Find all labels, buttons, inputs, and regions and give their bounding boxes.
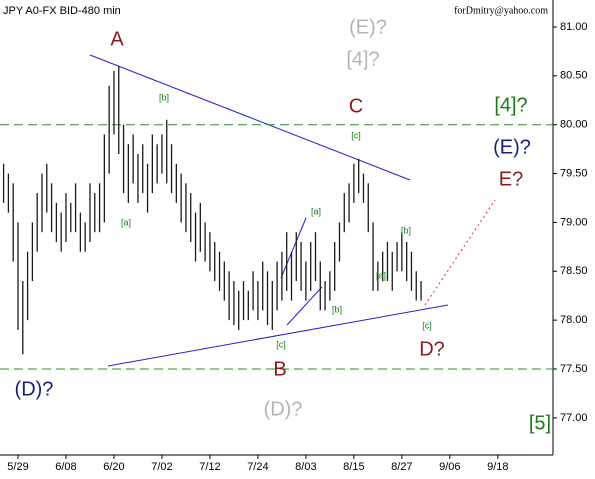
x-tick-label: 9/18 <box>487 461 508 473</box>
chart-title: JPY A0-FX BID-480 min <box>3 5 121 17</box>
x-tick-label: 5/29 <box>7 461 28 473</box>
wave-label: D? <box>419 338 445 360</box>
x-tick-label: 7/12 <box>199 461 220 473</box>
y-tick-label: 79.00 <box>560 216 588 228</box>
wave-label: C <box>349 95 363 117</box>
wave-label: [b] <box>332 304 342 314</box>
y-tick-label: 81.00 <box>560 21 588 33</box>
y-tick-label: 77.00 <box>560 412 588 424</box>
projection-line <box>424 199 496 306</box>
wave-label: [4]? <box>494 94 527 116</box>
wave-label: [c] <box>351 130 361 140</box>
x-tick-label: 8/03 <box>295 461 316 473</box>
x-tick-label: 6/08 <box>55 461 76 473</box>
trendline <box>286 286 323 326</box>
wave-label: (D)? <box>264 398 303 420</box>
wave-label: A <box>110 28 124 50</box>
y-tick-label: 80.00 <box>560 119 588 131</box>
x-tick-label: 8/15 <box>343 461 364 473</box>
wave-label: [a] <box>121 217 131 227</box>
x-tick-label: 9/06 <box>439 461 460 473</box>
wave-label: [a] <box>376 270 386 280</box>
wave-label: [c] <box>422 320 432 330</box>
x-tick-label: 7/24 <box>247 461 268 473</box>
x-tick-label: 8/27 <box>391 461 412 473</box>
wave-label: (D)? <box>15 378 54 400</box>
trendline <box>107 304 449 367</box>
wave-label: B <box>273 358 286 380</box>
wave-label: [c] <box>276 339 286 349</box>
trendline <box>89 54 411 181</box>
wave-label: E? <box>499 168 523 190</box>
trendline <box>280 217 307 279</box>
wave-label: (E)? <box>493 136 531 158</box>
wave-label: (E)? <box>349 16 387 38</box>
y-tick-label: 78.50 <box>560 265 588 277</box>
y-tick-label: 79.50 <box>560 167 588 179</box>
y-tick-label: 78.00 <box>560 314 588 326</box>
wave-label: [b] <box>159 92 169 102</box>
wave-label: [5] <box>529 412 551 434</box>
source: forDmitry@yahoo.com <box>454 5 548 16</box>
x-tick-label: 6/20 <box>103 461 124 473</box>
wave-label: [b] <box>401 225 411 235</box>
wave-label: [a] <box>311 206 321 216</box>
y-tick-label: 77.50 <box>560 363 588 375</box>
x-tick-label: 7/02 <box>151 461 172 473</box>
y-tick-label: 80.50 <box>560 70 588 82</box>
wave-label: [4]? <box>346 48 379 70</box>
